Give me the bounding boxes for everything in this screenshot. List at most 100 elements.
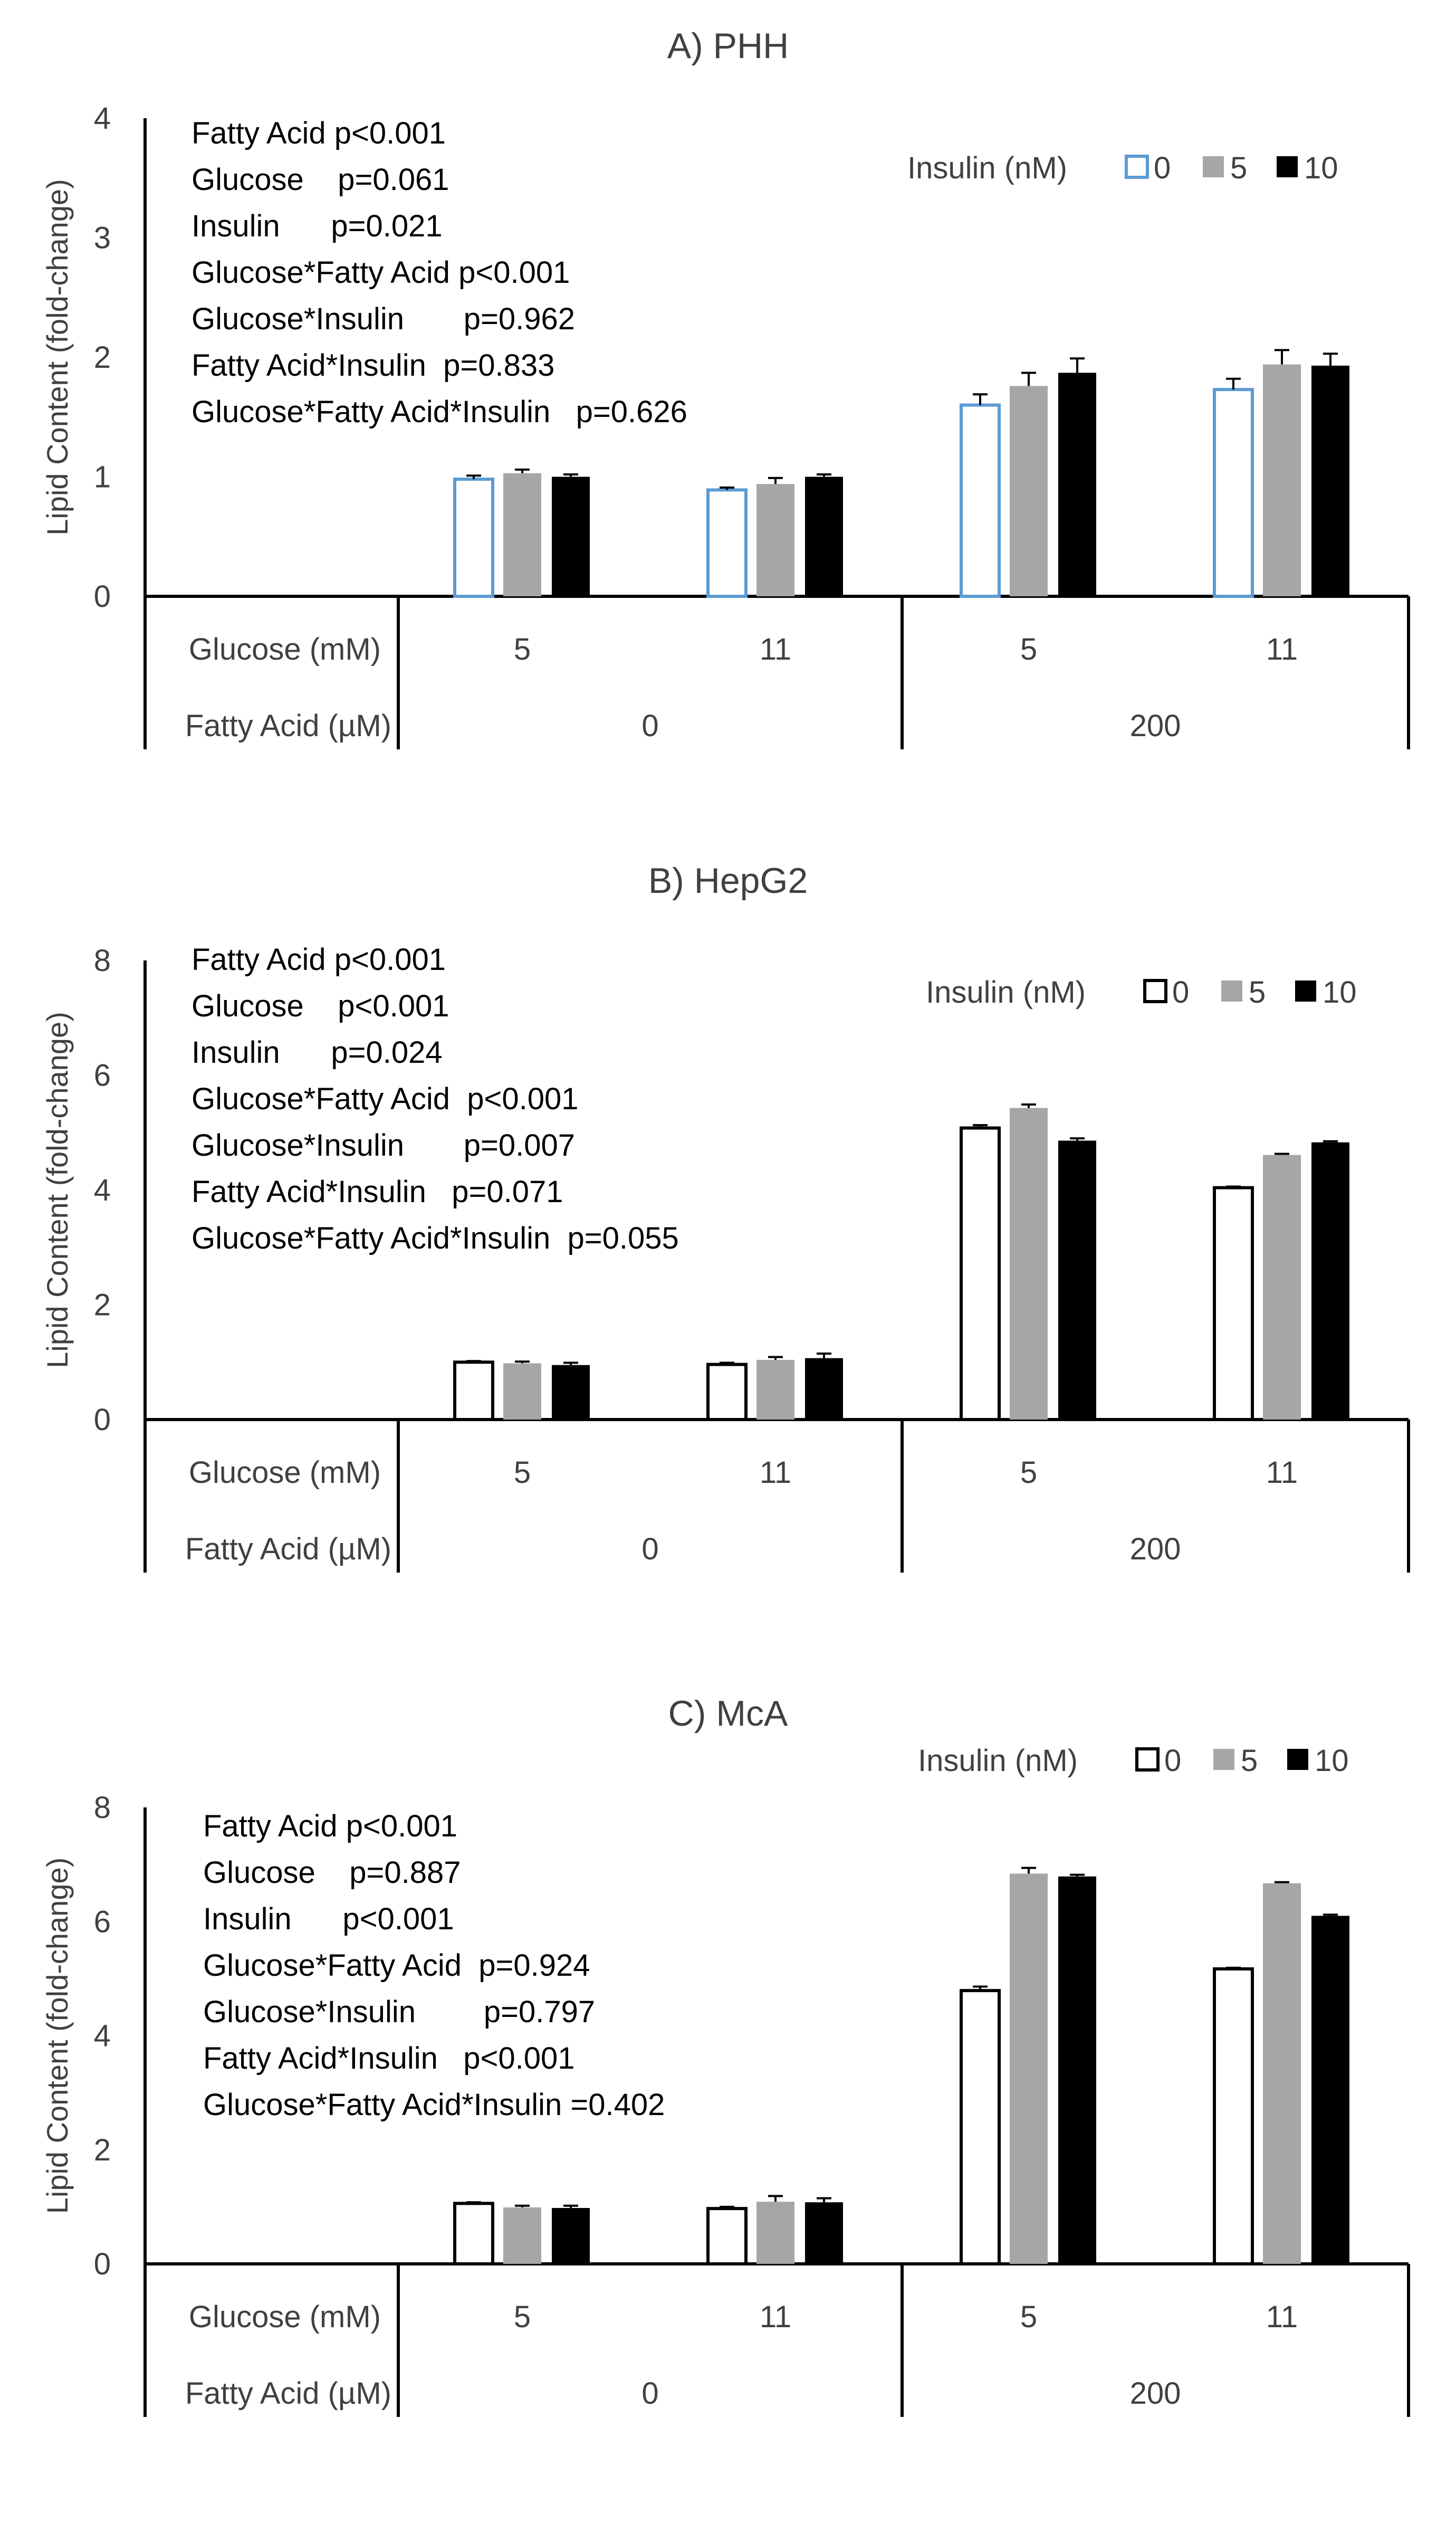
bar-series-0-cat-1 (706, 2207, 748, 2265)
bar-series-0-cat-3 (1213, 1186, 1254, 1421)
y-tick-label: 6 (94, 1059, 111, 1093)
group-axis-label: Fatty Acid (µM) (185, 2376, 391, 2411)
annotation-text: Glucose*Insulin p=0.962 (191, 302, 575, 336)
x-tick-label: 11 (760, 1455, 791, 1490)
bar-series-0-cat-1 (706, 488, 748, 598)
legend-label: 10 (1304, 151, 1338, 185)
bar-series-5-cat-1 (756, 1359, 794, 1420)
chart-title: A) PHH (667, 26, 789, 66)
y-tick-label: 2 (94, 2133, 111, 2167)
annotation-text: Glucose p<0.001 (191, 989, 449, 1023)
annotation-text: Glucose*Fatty Acid p=0.924 (203, 1948, 590, 1983)
legend-label: 10 (1323, 975, 1357, 1010)
group-axis-label: Fatty Acid (µM) (185, 1532, 391, 1566)
legend-swatch-10 (1287, 1749, 1308, 1770)
chart-title: C) McA (668, 1693, 788, 1734)
y-axis-label: Lipid Content (fold-change) (41, 179, 74, 536)
x-tick-label: 5 (1020, 632, 1037, 667)
chart-panel-0: A) PHH Lipid Content (fold-change) 0 1 2 3 4 Gl… (41, 26, 1410, 749)
y-tick-label: 2 (94, 340, 111, 375)
x-tick-label: 5 (514, 2300, 531, 2334)
category-axis-label: Glucose (mM) (189, 632, 381, 667)
x-tick-label: 5 (514, 1455, 531, 1490)
bar-series-10-cat-2 (1058, 1140, 1096, 1420)
bar-series-0-cat-2 (960, 1989, 1001, 2266)
group-label: 0 (641, 709, 658, 743)
legend-label: 5 (1230, 151, 1247, 185)
annotation-text: Fatty Acid*Insulin p=0.833 (191, 348, 554, 383)
annotation-text: Fatty Acid p<0.001 (191, 116, 446, 150)
legend-swatch-0 (1143, 979, 1167, 1003)
annotation-text: Glucose*Insulin p=0.797 (203, 1995, 595, 2029)
y-tick-label: 6 (94, 1905, 111, 1939)
bar-series-10-cat-0 (552, 2208, 590, 2264)
x-tick-label: 11 (1266, 1455, 1298, 1490)
x-tick-label: 5 (1020, 1455, 1037, 1490)
legend-label: 0 (1154, 151, 1171, 185)
bar-series-0-cat-1 (706, 1363, 748, 1422)
legend-label: 5 (1249, 975, 1266, 1010)
bar-series-5-cat-2 (1010, 386, 1048, 596)
bar-series-0-cat-0 (453, 478, 494, 598)
bar-series-5-cat-0 (503, 2207, 541, 2264)
bar-series-0-cat-2 (960, 403, 1001, 598)
annotation-text: Glucose*Fatty Acid*Insulin p=0.626 (191, 395, 687, 429)
bar-series-5-cat-1 (756, 2202, 794, 2264)
y-tick-label: 4 (94, 101, 111, 136)
bar-series-10-cat-3 (1311, 1916, 1349, 2264)
chart-panel-2: C) McA Lipid Content (fold-change) 0 2 4 6 8 Gl… (41, 1693, 1410, 2417)
bar-series-10-cat-0 (552, 1365, 590, 1420)
x-tick-label: 5 (514, 632, 531, 667)
y-tick-label: 8 (94, 1791, 111, 1825)
annotation-text: Glucose p=0.887 (203, 1855, 461, 1890)
group-label: 200 (1130, 1532, 1181, 1566)
annotation-text: Fatty Acid*Insulin p<0.001 (203, 2041, 575, 2075)
annotation-text: Fatty Acid*Insulin p=0.071 (191, 1175, 563, 1209)
legend-swatch-0 (1125, 155, 1149, 179)
y-tick-label: 0 (94, 1403, 111, 1437)
bar-series-5-cat-3 (1263, 1155, 1301, 1420)
legend-label: 10 (1315, 1744, 1349, 1778)
bar-series-5-cat-2 (1010, 1108, 1048, 1420)
legend-swatch-5 (1203, 156, 1224, 177)
bar-series-0-cat-2 (960, 1126, 1001, 1422)
bar-series-10-cat-2 (1058, 1876, 1096, 2264)
legend-swatch-10 (1277, 156, 1298, 177)
x-tick-label: 11 (1266, 632, 1298, 667)
group-label: 0 (641, 1532, 658, 1566)
bar-series-10-cat-0 (552, 477, 590, 596)
x-tick-label: 11 (1266, 2300, 1298, 2334)
annotation-text: Fatty Acid p<0.001 (203, 1809, 457, 1843)
bar-series-5-cat-0 (503, 473, 541, 596)
y-tick-label: 4 (94, 2019, 111, 2053)
legend-title: Insulin (nM) (926, 975, 1086, 1010)
bar-series-10-cat-1 (805, 2202, 843, 2264)
legend: Insulin (nM) 0 5 10 (918, 1744, 1349, 1778)
legend-title: Insulin (nM) (918, 1744, 1078, 1778)
x-tick-label: 11 (760, 2300, 791, 2334)
y-tick-label: 2 (94, 1288, 111, 1322)
group-axis-label: Fatty Acid (µM) (185, 709, 391, 743)
annotation-text: Glucose*Fatty Acid*Insulin p=0.055 (191, 1221, 679, 1255)
annotation-text: Glucose*Insulin p=0.007 (191, 1128, 575, 1163)
y-axis-label: Lipid Content (fold-change) (41, 1012, 74, 1368)
bar-series-5-cat-3 (1263, 364, 1301, 596)
bar-series-5-cat-3 (1263, 1883, 1301, 2264)
bar-series-5-cat-0 (503, 1363, 541, 1420)
annotation-text: Glucose*Fatty Acid p<0.001 (191, 255, 570, 290)
legend-label: 0 (1164, 1744, 1181, 1778)
legend: Insulin (nM) 0 5 10 (907, 151, 1338, 185)
bar-series-10-cat-2 (1058, 373, 1096, 596)
bar-series-0-cat-0 (453, 2202, 494, 2266)
x-tick-label: 5 (1020, 2300, 1037, 2334)
bar-series-5-cat-1 (756, 484, 794, 596)
x-tick-label: 11 (760, 632, 791, 667)
bar-series-5-cat-2 (1010, 1873, 1048, 2264)
group-label: 0 (641, 2376, 658, 2411)
chart-panel-1: B) HepG2 Lipid Content (fold-change) 0 2 4 6 8… (41, 861, 1410, 1573)
y-axis-label: Lipid Content (fold-change) (41, 1858, 74, 2214)
legend-swatch-5 (1221, 980, 1242, 1002)
annotation-text: Glucose*Fatty Acid*Insulin =0.402 (203, 2088, 665, 2122)
annotation-text: Glucose*Fatty Acid p<0.001 (191, 1082, 579, 1116)
